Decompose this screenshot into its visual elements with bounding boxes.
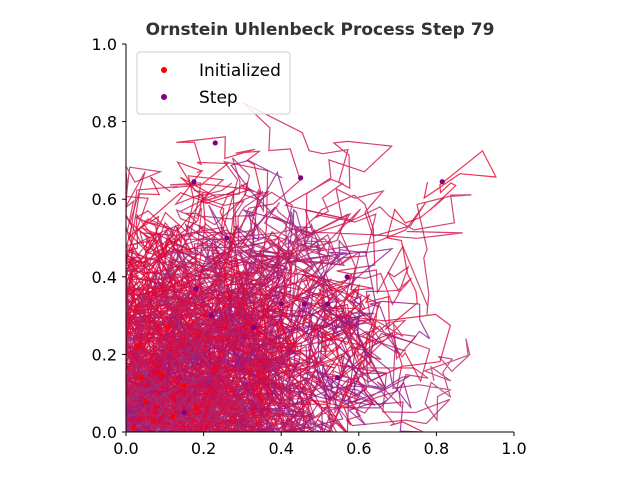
- x-tick-label: 0.2: [191, 439, 216, 458]
- trajectory-line: [126, 238, 324, 432]
- trajectory-line: [126, 235, 319, 432]
- trajectory-line: [126, 136, 318, 395]
- y-tick-label: 0.0: [92, 423, 117, 442]
- trajectory-line: [147, 283, 452, 426]
- initialized-point: [150, 417, 156, 423]
- scatter-points: [131, 140, 445, 431]
- x-tick-label: 0.4: [268, 439, 293, 458]
- y-axis-ticks: 0.0 0.2 0.4 0.6 0.8 1.0: [92, 35, 126, 442]
- trajectory-line: [126, 160, 236, 389]
- step-point: [301, 301, 308, 307]
- initialized-point: [166, 324, 172, 330]
- chart-title: Ornstein Uhlenbeck Process Step 79: [146, 20, 495, 40]
- legend-marker-step: [161, 94, 167, 100]
- initialized-point: [193, 406, 199, 412]
- x-axis-ticks: 0.0 0.2 0.4 0.6 0.8 1.0: [113, 432, 527, 458]
- step-point: [439, 179, 445, 185]
- step-point: [278, 301, 284, 307]
- initialized-point: [158, 371, 164, 377]
- legend-label-initialized: Initialized: [199, 61, 281, 81]
- step-point: [334, 375, 341, 381]
- step-point: [224, 235, 230, 241]
- initialized-point: [142, 398, 148, 404]
- x-tick-label: 0.8: [424, 439, 449, 458]
- step-point: [344, 274, 350, 280]
- trajectory-line: [138, 308, 412, 432]
- step-point: [193, 285, 199, 292]
- step-point: [191, 179, 197, 185]
- step-point: [251, 324, 257, 330]
- trajectory-line: [126, 295, 431, 415]
- y-tick-label: 0.8: [92, 113, 117, 132]
- initialized-point: [135, 344, 141, 350]
- step-point: [212, 140, 218, 146]
- y-tick-label: 0.6: [92, 190, 117, 209]
- trajectory-paths: [126, 102, 497, 432]
- y-tick-label: 0.2: [92, 345, 117, 364]
- x-tick-label: 1.0: [501, 439, 526, 458]
- legend: Initialized Step: [136, 51, 291, 115]
- step-point: [298, 175, 304, 181]
- legend-box: [136, 51, 291, 115]
- step-point: [325, 301, 331, 307]
- step-point: [208, 313, 214, 319]
- trajectory-line: [126, 236, 270, 422]
- step-point: [181, 410, 187, 416]
- legend-label-step: Step: [199, 88, 238, 108]
- x-tick-label: 0.0: [113, 439, 138, 458]
- y-tick-label: 0.4: [92, 268, 117, 287]
- initialized-point: [138, 375, 145, 381]
- initialized-point: [131, 425, 137, 431]
- initialized-point: [181, 382, 187, 389]
- y-tick-label: 1.0: [92, 35, 117, 54]
- trajectory-line: [129, 157, 301, 419]
- trajectory-line: [126, 165, 268, 432]
- legend-marker-initialized: [161, 67, 167, 73]
- x-tick-label: 0.6: [346, 439, 371, 458]
- trajectory-line: [126, 213, 417, 432]
- initialized-point: [169, 413, 176, 420]
